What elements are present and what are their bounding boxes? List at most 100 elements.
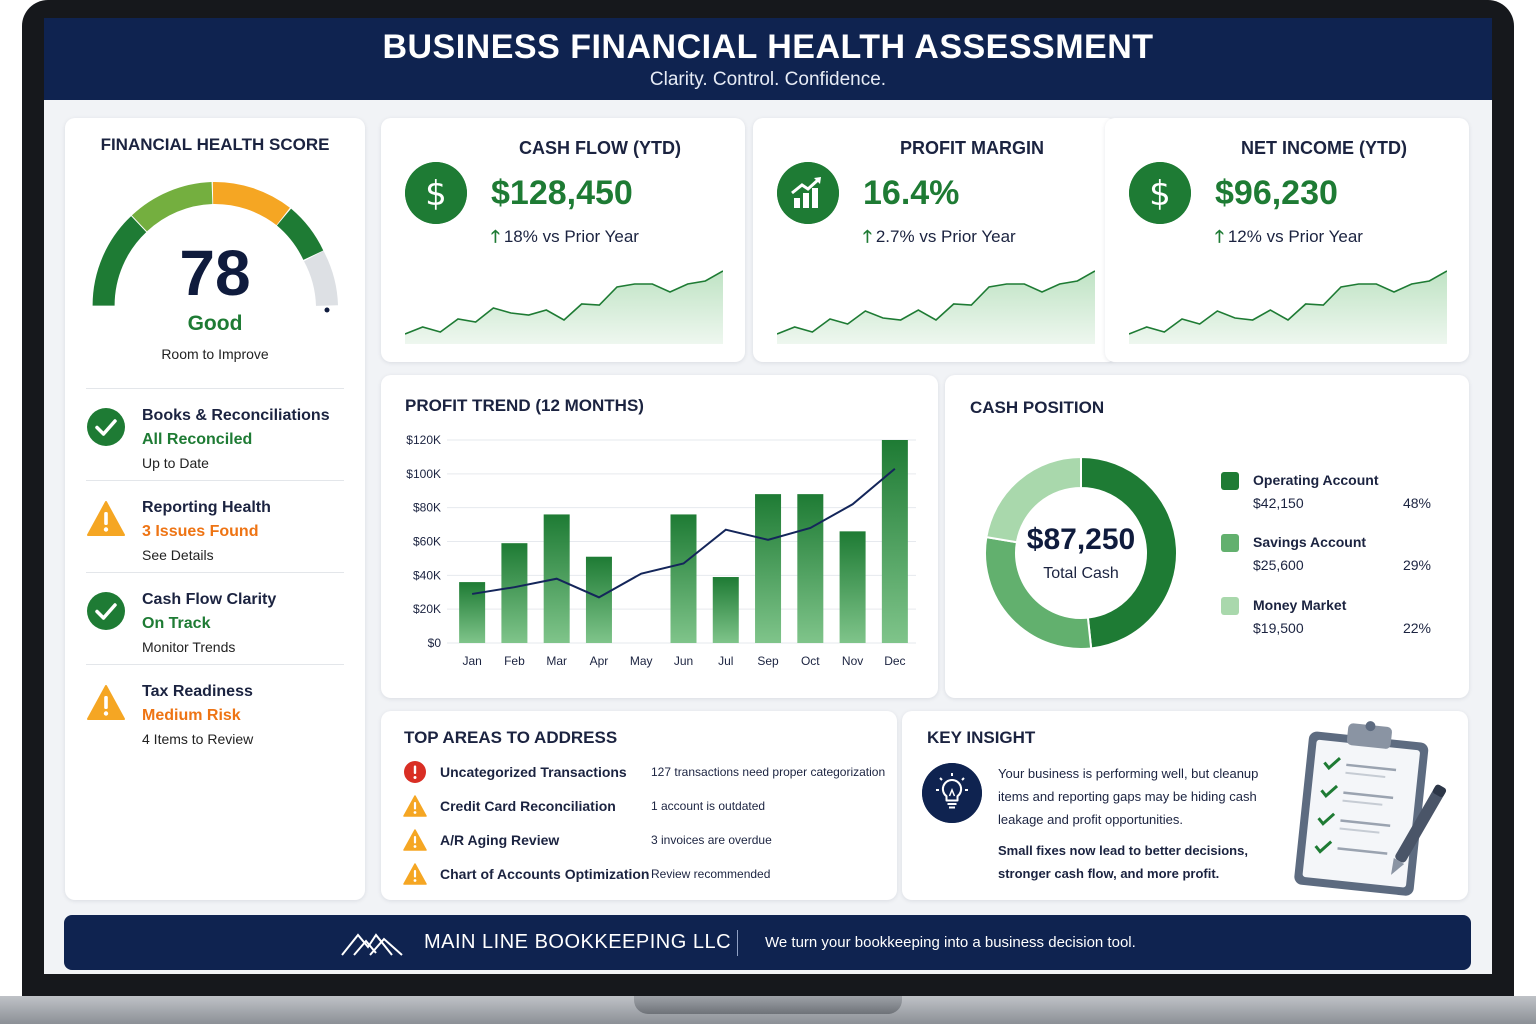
company-tagline: We turn your bookkeeping into a business… — [765, 934, 1136, 951]
footer-banner: MAIN LINE BOOKKEEPING LLC We turn your b… — [64, 915, 1471, 970]
legend-name: Operating Account — [1253, 472, 1379, 488]
check-circle-icon — [87, 408, 125, 446]
legend-savings-account: Savings Account $25,600 29% — [1221, 532, 1431, 582]
page-subtitle: Clarity. Control. Confidence. — [649, 69, 887, 90]
legend-swatch — [1221, 597, 1239, 615]
y-tick-label: $40K — [413, 568, 441, 582]
area-detail: 127 transactions need proper categorizat… — [651, 765, 886, 779]
area-item-chart-of-accounts[interactable]: Chart of Accounts Optimization Review re… — [403, 862, 883, 890]
kpi-change: 🡑 2.7% vs Prior Year — [863, 224, 1016, 253]
sparkline-area — [777, 271, 1095, 344]
gauge-segment-3 — [212, 182, 290, 226]
area-item-uncategorized[interactable]: Uncategorized Transactions 127 transacti… — [403, 760, 886, 788]
legend-money-market: Money Market $19,500 22% — [1221, 595, 1431, 645]
kpi-change: 🡑 12% vs Prior Year — [1215, 224, 1363, 253]
kpi-label: NET INCOME (YTD) — [1241, 138, 1407, 158]
area-item-ar-aging[interactable]: A/R Aging Review 3 invoices are overdue — [403, 828, 883, 856]
x-tick-label: May — [630, 654, 653, 668]
warning-triangle-icon — [403, 863, 427, 885]
kpi-value: 16.4% — [863, 174, 960, 212]
kpi-label: CASH FLOW (YTD) — [519, 138, 681, 158]
dashboard-header: BUSINESS FINANCIAL HEALTH ASSESSMENT Cla… — [44, 18, 1492, 100]
check-books-reconciliations[interactable]: Books & Reconciliations All Reconciled U… — [86, 388, 344, 480]
kpi-change-text: 12% vs Prior Year — [1227, 227, 1363, 246]
legend-amount: $19,500 — [1253, 620, 1304, 636]
area-title: Uncategorized Transactions — [440, 764, 627, 780]
top-areas-card: TOP AREAS TO ADDRESS Uncategorized Trans… — [381, 711, 897, 900]
x-tick-label: Dec — [884, 654, 905, 668]
mountain-logo-icon — [341, 933, 403, 956]
check-status: On Track — [142, 615, 211, 632]
x-tick-label: Oct — [801, 654, 820, 668]
legend-name: Money Market — [1253, 597, 1347, 613]
x-tick-label: Feb — [504, 654, 525, 668]
check-title: Cash Flow Clarity — [142, 591, 277, 608]
donut-slice-2 — [985, 455, 1082, 544]
key-insight-card: KEY INSIGHT Your business is performing … — [902, 711, 1468, 900]
bar-dec — [881, 440, 908, 643]
warning-triangle-icon — [87, 501, 125, 536]
health-score-card: FINANCIAL HEALTH SCORE 78 Good Room to I… — [65, 118, 365, 900]
health-score-title: FINANCIAL HEALTH SCORE — [100, 135, 330, 154]
dollar-icon: $ — [1129, 162, 1191, 224]
bar-apr — [585, 556, 612, 643]
x-tick-label: Apr — [590, 654, 609, 668]
laptop-notch — [634, 996, 902, 1014]
x-tick-label: Sep — [757, 654, 779, 668]
gauge-end-marker — [324, 307, 330, 313]
donut-slice-0 — [1080, 455, 1178, 650]
legend-operating-account: Operating Account $42,150 48% — [1221, 470, 1431, 520]
check-detail: Monitor Trends — [142, 639, 236, 655]
profit-trend-title: PROFIT TREND (12 MONTHS) — [405, 396, 644, 415]
x-tick-label: Jul — [718, 654, 733, 668]
area-item-credit-card[interactable]: Credit Card Reconciliation 1 account is … — [403, 794, 883, 822]
area-title: Credit Card Reconciliation — [440, 798, 616, 814]
bar-nov — [839, 531, 866, 643]
health-score-gauge — [92, 182, 338, 313]
warning-triangle-icon — [403, 795, 427, 817]
gauge-segment-2 — [131, 182, 213, 232]
check-title: Tax Readiness — [142, 683, 253, 700]
kpi-card-profit-margin: PROFIT MARGIN 16.4% 🡑 2.7% vs Prior Year — [753, 118, 1117, 362]
bar-jun — [670, 514, 697, 643]
check-detail: Up to Date — [142, 455, 209, 471]
check-cash-flow-clarity[interactable]: Cash Flow Clarity On Track Monitor Trend… — [86, 572, 344, 664]
legend-name: Savings Account — [1253, 534, 1367, 550]
profit-trend-chart: $0 $20K $40K $60K $80K $100K $120K Jan Feb Mar Apr… — [406, 433, 916, 668]
check-status: Medium Risk — [142, 707, 241, 724]
y-tick-label: $120K — [406, 433, 441, 447]
y-tick-label: $60K — [413, 535, 441, 549]
check-reporting-health[interactable]: Reporting Health 3 Issues Found See Deta… — [86, 480, 344, 572]
footer-divider — [737, 930, 738, 956]
check-tax-readiness[interactable]: Tax Readiness Medium Risk 4 Items to Rev… — [86, 664, 344, 756]
kpi-card-net-income: NET INCOME (YTD) $ $96,230 🡑 12% vs Prior… — [1105, 118, 1469, 362]
check-title: Reporting Health — [142, 499, 271, 516]
sparkline-line — [405, 270, 723, 335]
health-score-status: Good — [187, 312, 243, 335]
error-circle-icon — [404, 761, 426, 783]
legend-amount: $25,600 — [1253, 557, 1304, 573]
cash-position-title: CASH POSITION — [970, 398, 1105, 417]
up-arrow-icon: 🡑 — [491, 227, 500, 246]
profit-trend-card: PROFIT TREND (12 MONTHS) $0 $20K $40K $60K $… — [381, 375, 938, 698]
total-cash-value: $87,250 — [1026, 523, 1136, 556]
legend-amount: $42,150 — [1253, 495, 1304, 511]
company-name: MAIN LINE BOOKKEEPING LLC — [424, 931, 732, 953]
area-detail: Review recommended — [651, 867, 771, 881]
bar-oct — [797, 494, 824, 643]
check-circle-icon — [87, 592, 125, 630]
sparkline-cash-flow — [405, 270, 723, 344]
up-arrow-icon: 🡑 — [863, 227, 872, 246]
kpi-label: PROFIT MARGIN — [900, 138, 1044, 158]
check-title: Books & Reconciliations — [142, 407, 330, 424]
insight-text: Your business is performing well, but cl… — [998, 766, 1259, 827]
legend-swatch — [1221, 472, 1239, 490]
y-tick-label: $0 — [428, 636, 442, 650]
warning-triangle-icon — [403, 829, 427, 851]
kpi-value: $96,230 — [1215, 174, 1338, 212]
cash-position-donut — [984, 455, 1178, 650]
kpi-change-text: 2.7% vs Prior Year — [875, 227, 1016, 246]
sparkline-area — [1129, 271, 1447, 344]
svg-text:$: $ — [1149, 174, 1171, 214]
up-arrow-icon: 🡑 — [1215, 227, 1224, 246]
